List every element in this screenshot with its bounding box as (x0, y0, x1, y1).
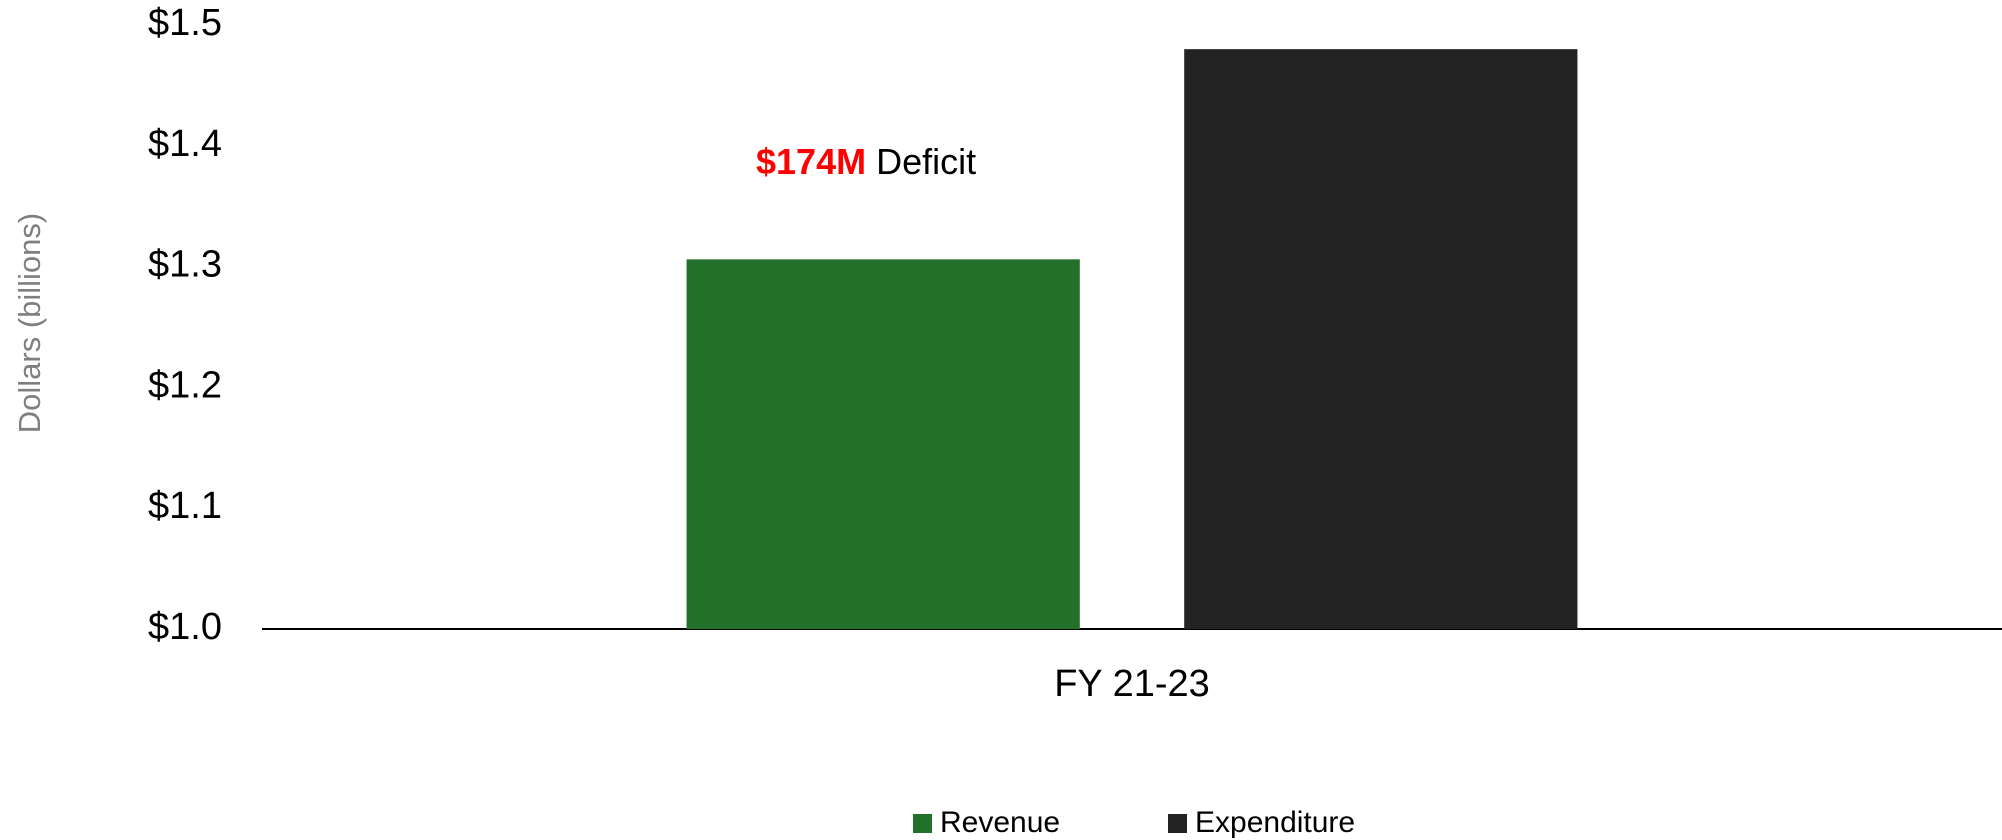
y-tick-label: $1.2 (148, 364, 222, 406)
y-tick-label: $1.0 (148, 606, 222, 648)
y-tick-label: $1.4 (148, 123, 222, 165)
y-axis-title: Dollars (billions) (12, 213, 47, 434)
x-tick-label: FY 21-23 (1054, 663, 1210, 705)
y-tick-label: $1.5 (148, 2, 222, 44)
annotation-text: Deficit (876, 141, 976, 182)
legend-label: Expenditure (1195, 806, 1355, 839)
legend-label: Revenue (940, 806, 1060, 839)
legend-swatch (1168, 814, 1187, 833)
annotation-highlight: $174M (756, 141, 866, 182)
bar (1184, 49, 1578, 630)
y-tick-label: $1.3 (148, 244, 222, 286)
annotation: $174M Deficit (756, 141, 976, 182)
bar (686, 259, 1080, 629)
legend-swatch (913, 814, 932, 833)
y-tick-label: $1.1 (148, 485, 222, 527)
